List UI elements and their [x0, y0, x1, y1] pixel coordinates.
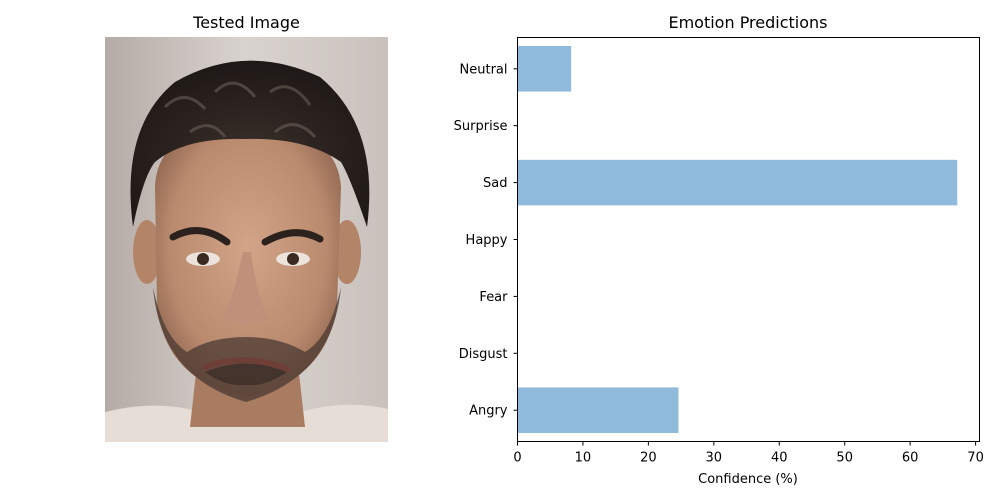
- bar-neutral: [517, 46, 572, 92]
- chart-title: Emotion Predictions: [668, 13, 828, 32]
- image-panel-title: Tested Image: [193, 13, 300, 32]
- y-tick-label-neutral: Neutral: [460, 62, 508, 77]
- x-tick-label-40: 40: [771, 451, 788, 466]
- y-axis: Angry Disgust Fear Happy Sad Surprise Neutral: [454, 62, 518, 419]
- plot-frame: [517, 37, 980, 442]
- y-tick-label-disgust: Disgust: [459, 347, 508, 362]
- x-tick-label-30: 30: [706, 451, 723, 466]
- bars-layer: [517, 46, 958, 433]
- x-tick-label-60: 60: [902, 451, 919, 466]
- y-tick-label-surprise: Surprise: [454, 119, 508, 134]
- x-axis-label: Confidence (%): [698, 472, 798, 487]
- x-tick-label-0: 0: [513, 451, 521, 466]
- x-tick-label-10: 10: [575, 451, 592, 466]
- y-tick-label-sad: Sad: [483, 176, 507, 191]
- bar-sad: [517, 159, 958, 206]
- x-tick-label-20: 20: [640, 451, 657, 466]
- y-tick-label-angry: Angry: [469, 404, 508, 419]
- y-tick-label-fear: Fear: [479, 290, 508, 305]
- tested-face-image: [105, 37, 388, 442]
- x-tick-label-70: 70: [967, 451, 984, 466]
- x-tick-label-50: 50: [836, 451, 853, 466]
- x-axis: 0 10 20 30 40 50 60 70: [513, 441, 984, 466]
- y-tick-label-happy: Happy: [466, 233, 508, 248]
- face-photo-illustration: [105, 37, 388, 442]
- bar-angry: [517, 387, 679, 433]
